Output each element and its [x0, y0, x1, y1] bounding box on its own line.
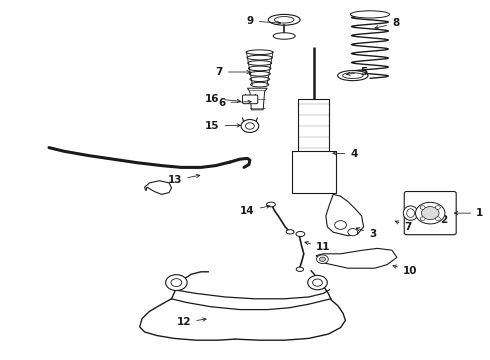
Ellipse shape [350, 11, 390, 18]
Text: 6: 6 [218, 98, 251, 108]
Ellipse shape [286, 230, 294, 234]
FancyBboxPatch shape [298, 99, 329, 155]
Ellipse shape [249, 72, 270, 76]
Text: 16: 16 [205, 94, 241, 104]
Ellipse shape [247, 55, 272, 60]
Text: 9: 9 [246, 16, 281, 26]
Circle shape [171, 279, 182, 287]
Text: 3: 3 [356, 228, 376, 239]
FancyBboxPatch shape [404, 192, 456, 235]
Ellipse shape [407, 209, 415, 217]
Text: 2: 2 [425, 215, 447, 225]
Text: 14: 14 [240, 205, 270, 216]
Text: 11: 11 [305, 242, 331, 252]
Circle shape [245, 123, 254, 129]
Text: 7: 7 [216, 67, 250, 77]
Text: 1: 1 [454, 208, 484, 218]
Circle shape [436, 217, 441, 221]
Text: 8: 8 [375, 18, 399, 29]
Circle shape [241, 120, 259, 132]
Circle shape [319, 257, 325, 261]
Circle shape [420, 217, 425, 221]
Text: 15: 15 [205, 121, 241, 131]
Ellipse shape [246, 50, 273, 55]
Text: 4: 4 [333, 149, 358, 159]
Polygon shape [247, 88, 267, 110]
Circle shape [416, 202, 445, 224]
Ellipse shape [274, 17, 294, 23]
Ellipse shape [296, 231, 305, 237]
Ellipse shape [268, 14, 300, 25]
Circle shape [420, 206, 425, 209]
Text: 12: 12 [176, 317, 206, 327]
Ellipse shape [248, 66, 271, 71]
Ellipse shape [403, 206, 418, 220]
Ellipse shape [267, 202, 275, 207]
Polygon shape [326, 194, 364, 236]
Ellipse shape [273, 33, 295, 39]
Circle shape [348, 229, 358, 236]
Circle shape [421, 207, 439, 220]
Ellipse shape [343, 73, 363, 78]
Ellipse shape [296, 267, 304, 271]
Circle shape [317, 255, 328, 264]
Text: 7: 7 [395, 221, 412, 232]
FancyBboxPatch shape [292, 151, 336, 193]
Ellipse shape [251, 82, 269, 87]
Text: 10: 10 [393, 265, 417, 276]
FancyBboxPatch shape [243, 95, 258, 104]
Ellipse shape [338, 71, 368, 81]
Ellipse shape [248, 61, 271, 66]
Polygon shape [145, 181, 171, 194]
Ellipse shape [250, 77, 270, 82]
Circle shape [166, 275, 187, 291]
Circle shape [308, 275, 327, 290]
Polygon shape [316, 248, 397, 268]
Text: 13: 13 [168, 174, 200, 185]
Circle shape [313, 279, 322, 286]
Circle shape [436, 206, 441, 209]
Text: 5: 5 [346, 67, 368, 77]
Circle shape [335, 221, 346, 229]
